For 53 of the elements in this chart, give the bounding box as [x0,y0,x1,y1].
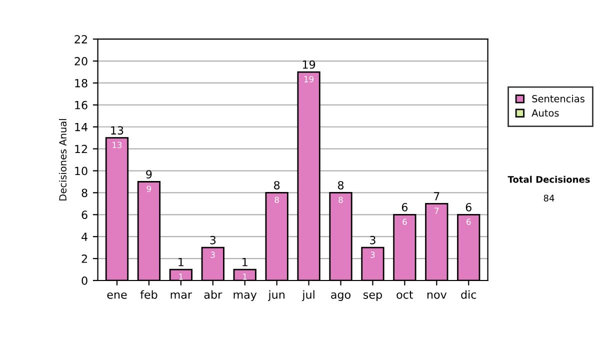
x-tick-label: feb [140,290,158,299]
data-label: 13 [112,142,122,148]
data-label: 19 [304,76,314,82]
data-label: 8 [338,196,343,204]
total-label: 6 [466,203,472,212]
x-tick-label: jun [268,290,284,301]
x-tick-label: abr [204,290,222,299]
y-axis-title: Decisiones Anual [58,119,66,200]
y-tick-label: 4 [82,232,88,241]
total-label: 1 [178,258,184,266]
y-tick-label: 14 [75,123,88,132]
x-tick-label: mar [170,292,192,299]
x-tick-label: ago [331,292,350,301]
total-label: 13 [111,126,124,135]
text: Total Decisiones [508,176,590,183]
y-tick-label: 12 [75,144,87,154]
total-label: 8 [274,181,280,190]
y-tick-label: 2 [82,254,87,263]
data-label: 6 [402,218,407,225]
y-tick-label: 0 [82,276,88,285]
x-tick-label: dic [461,290,476,299]
total-label: 6 [402,203,408,212]
y-tick-label: 20 [74,57,88,66]
y-tick-label: 18 [75,78,88,88]
legend-label: Sentencias [532,94,584,102]
text: 84 [544,194,554,202]
x-tick-label: oct [396,290,414,299]
total-label: 19 [302,60,316,69]
legend-label: Autos [532,109,559,117]
data-label: 7 [434,208,439,214]
data-label: 6 [466,218,471,225]
total-label: 1 [242,258,248,266]
total-label: 3 [370,236,376,244]
total-label: 7 [434,192,440,200]
data-label: 1 [179,274,183,280]
x-tick-label: ene [107,292,127,299]
total-label: 3 [210,236,216,244]
y-tick-label: 6 [82,210,88,220]
total-label: 9 [146,170,152,178]
total-label: 8 [338,181,344,190]
data-label: 8 [274,196,279,204]
data-label: 3 [210,252,215,258]
x-tick-label: may [234,292,257,301]
x-tick-label: sep [363,292,382,301]
data-label: 9 [146,186,152,192]
data-label: 1 [243,274,247,280]
y-tick-label: 22 [74,35,87,44]
x-tick-label: nov [427,292,447,299]
y-tick-label: 8 [82,188,88,198]
y-tick-label: 16 [75,100,88,110]
y-tick-label: 10 [75,166,88,176]
x-tick-label: jul [302,290,314,301]
data-label: 3 [370,252,375,258]
